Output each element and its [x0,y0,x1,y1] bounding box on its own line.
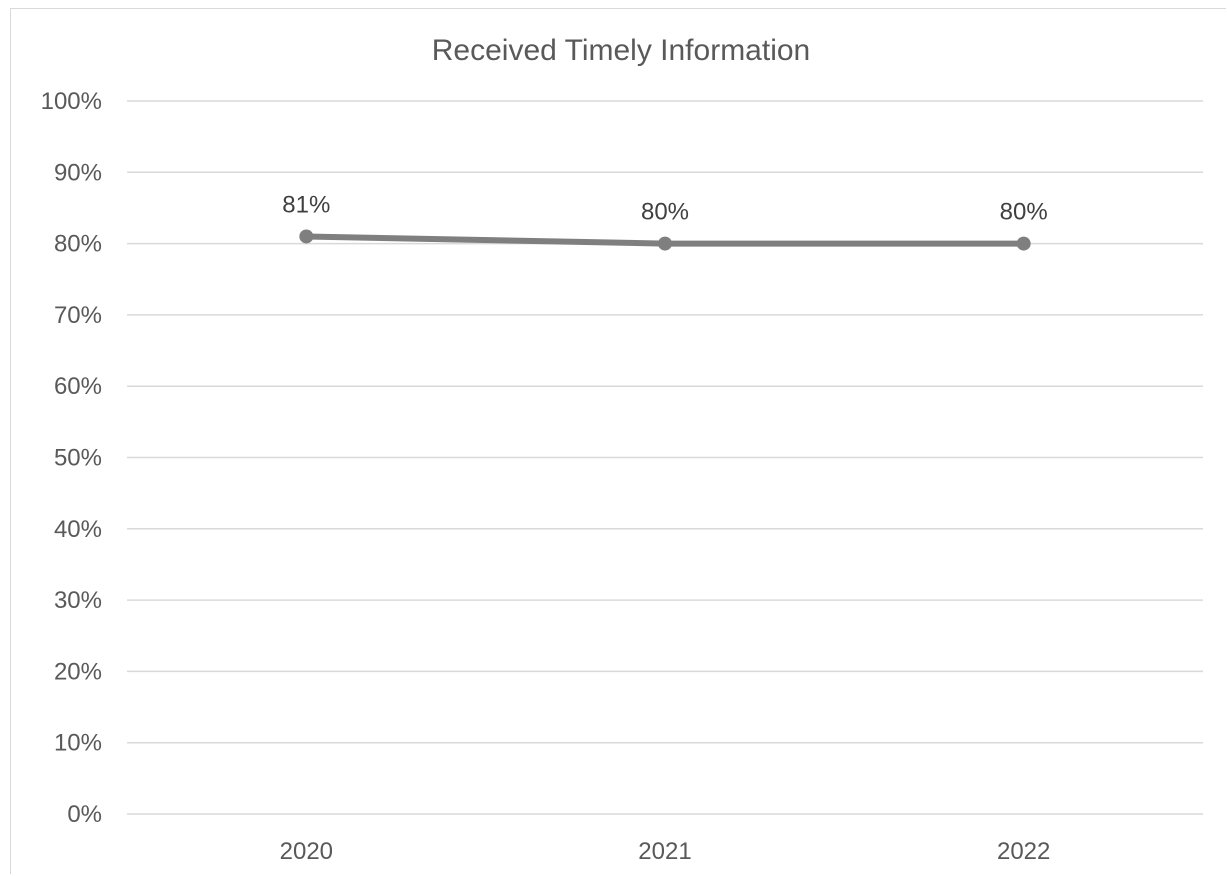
chart-frame [10,8,1226,874]
data-point [1016,236,1031,251]
y-tick-label: 80% [54,231,102,258]
y-tick-label: 90% [54,159,102,186]
y-axis-tick-labels: 0% 10% 20% 30% 40% 50% 60% 70% 80% 90% 100% [41,88,102,828]
x-tick-label: 2022 [997,838,1050,865]
data-point [299,229,314,244]
x-tick-label: 2021 [638,838,691,865]
chart-title: Received Timely Information [432,34,811,67]
y-tick-label: 40% [54,516,102,543]
data-label: 81% [282,191,330,218]
y-tick-label: 60% [54,373,102,400]
data-label: 80% [1000,199,1048,226]
y-tick-label: 20% [54,658,102,685]
data-point [658,236,672,251]
y-tick-label: 70% [54,302,102,329]
x-axis-tick-labels: 2020 2021 2022 [280,838,1051,865]
y-tick-label: 30% [54,587,102,614]
x-tick-label: 2020 [280,838,333,865]
series-group [299,229,1031,251]
y-tick-label: 10% [54,730,102,757]
data-label-group: 81% 80% 80% [282,191,1047,225]
y-tick-label: 100% [41,88,102,115]
data-label: 80% [641,199,689,226]
y-tick-label: 0% [67,801,102,828]
y-tick-label: 50% [54,445,102,472]
